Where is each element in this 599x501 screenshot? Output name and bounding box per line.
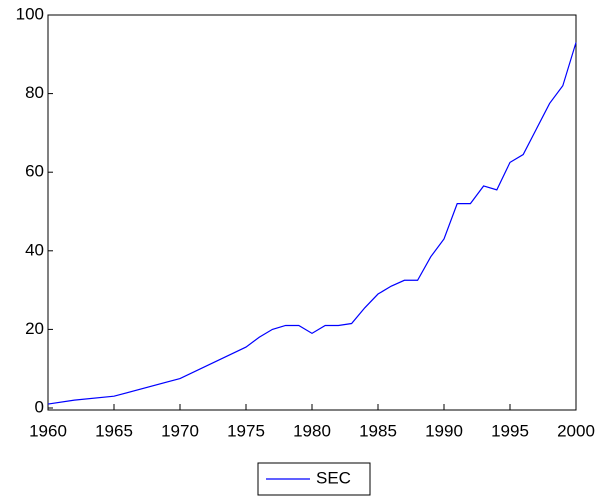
legend-label: SEC xyxy=(316,468,351,487)
y-tick-label: 100 xyxy=(16,4,44,23)
x-tick-label: 1960 xyxy=(29,421,67,440)
y-tick-label: 0 xyxy=(35,397,44,416)
series-line xyxy=(47,42,577,405)
x-tick-label: 1980 xyxy=(293,421,331,440)
y-tick-label: 20 xyxy=(25,319,44,338)
x-tick-label: 1975 xyxy=(227,421,265,440)
x-tick-label: 1995 xyxy=(491,421,529,440)
x-tick-label: 1985 xyxy=(359,421,397,440)
plot-frame xyxy=(47,14,577,411)
y-tick-label: 40 xyxy=(25,240,44,259)
x-tick-label: 1990 xyxy=(425,421,463,440)
y-tick-label: 80 xyxy=(25,83,44,102)
x-tick-label: 1965 xyxy=(95,421,133,440)
x-tick-label: 1970 xyxy=(161,421,199,440)
x-tick-label: 2000 xyxy=(557,421,595,440)
y-tick-label: 60 xyxy=(25,162,44,181)
